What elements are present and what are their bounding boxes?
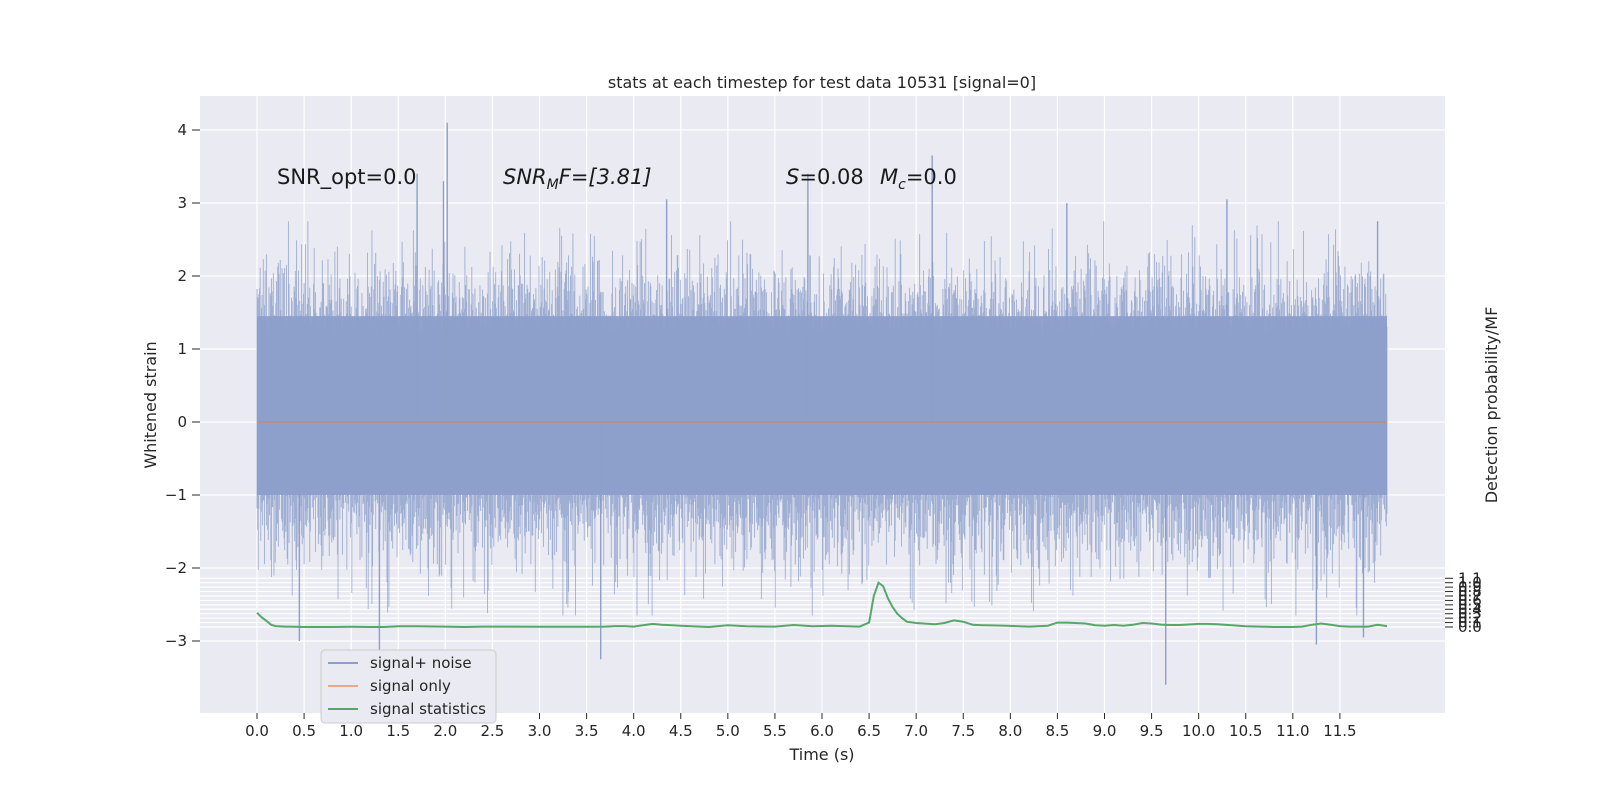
annotation-s: S=0.08 [786,165,864,189]
annotation-s-main: S [786,165,799,189]
y2-tick-label: 1.1 [1458,569,1482,587]
x-tick-label: 0.5 [292,722,316,740]
x-tick-label: 11.5 [1323,722,1356,740]
x-axis-ticks: 0.0 0.5 1.0 1.5 2.0 2.5 3.0 3.5 4.0 4.5 5.0 5.5 6.0 6… [245,713,1357,740]
x-tick-label: 6.0 [810,722,834,740]
signal-noise-series [256,122,1388,685]
x-tick-label: 1.0 [339,722,363,740]
y2-tick-label: 0.1 [1458,614,1482,632]
annotation-snr-opt: SNR_opt=0.0 [277,165,417,190]
x-tick-label: 5.5 [763,722,787,740]
y-axis-label: Whitened strain [141,341,160,468]
legend-label-signal-only: signal only [370,677,451,695]
x-tick-label: 2.5 [480,722,504,740]
y-tick-label: 1 [177,340,187,358]
y-tick-label: 3 [177,194,187,212]
x-axis-label: Time (s) [788,745,854,764]
y-tick-label: 2 [177,267,187,285]
legend: signal+ noise signal only signal statist… [320,649,497,724]
signal-statistics-series [256,581,1388,629]
x-tick-label: 9.0 [1093,722,1117,740]
y2-axis-label: Detection probability/MF [1482,307,1501,504]
y2-tick-label: 0.2 [1458,609,1482,627]
x-tick-label: 7.0 [904,722,928,740]
y-axis-ticks: 4 3 2 1 0 −1 −2 −3 [165,121,200,650]
signal-statistics-line [256,581,1388,629]
annotation-snr-mf-f: F=[3.81] [559,165,652,189]
x-tick-label: 7.5 [951,722,975,740]
y2-tick-label: 0.5 [1458,596,1482,614]
y2-tick-label: 0.4 [1458,600,1482,618]
annotation-snr-mf-main: SNR [503,165,547,189]
x-tick-label: 11.0 [1276,722,1309,740]
x-tick-label: 4.5 [669,722,693,740]
x-tick-label: 5.0 [716,722,740,740]
annotation-s-value: =0.08 [799,165,863,189]
y2-tick-label: 0.8 [1458,583,1482,601]
y2-tick-label: 0.6 [1458,591,1482,609]
x-tick-label: 1.5 [386,722,410,740]
annotation-mc-value: =0.0 [906,165,957,189]
y2-tick-label: 1.0 [1458,574,1482,592]
legend-label-signal-statistics: signal statistics [370,700,486,718]
x-tick-label: 3.5 [575,722,599,740]
x-tick-label: 8.0 [998,722,1022,740]
legend-box [320,649,497,724]
chart-title: stats at each timestep for test data 105… [608,73,1036,92]
annotation-snr-mf: SNRMF=[3.81] [503,165,652,193]
y2-tick-label: 0.7 [1458,587,1482,605]
x-tick-label: 6.5 [857,722,881,740]
x-tick-label: 4.0 [622,722,646,740]
annotation-mc-sub: c [898,177,906,193]
y2-tick-label: 0.9 [1458,578,1482,596]
x-tick-label: 3.0 [528,722,552,740]
annotation-snr-mf-sub: M [547,177,559,193]
y2-tick-label: 0.0 [1458,618,1482,636]
signal-noise-line [256,221,1388,616]
legend-label-signal-noise: signal+ noise [370,654,472,672]
x-tick-label: 9.5 [1140,722,1164,740]
x-tick-label: 10.0 [1182,722,1215,740]
y-tick-label: 0 [177,413,187,431]
annotation-mc-main: M [880,165,898,189]
y-tick-label: 4 [177,121,187,139]
x-tick-label: 8.5 [1045,722,1069,740]
y2-axis-ticks: 1.11.00.90.80.70.60.50.40.30.20.10.0 [1445,569,1482,636]
y-tick-label: −3 [165,632,187,650]
annotation-mc: Mc=0.0 [880,165,957,193]
y-tick-label: −2 [165,559,187,577]
y2-tick-label: 0.3 [1458,605,1482,623]
x-tick-label: 10.5 [1229,722,1262,740]
y-tick-label: −1 [165,486,187,504]
x-tick-label: 2.0 [433,722,457,740]
x-tick-label: 0.0 [245,722,269,740]
